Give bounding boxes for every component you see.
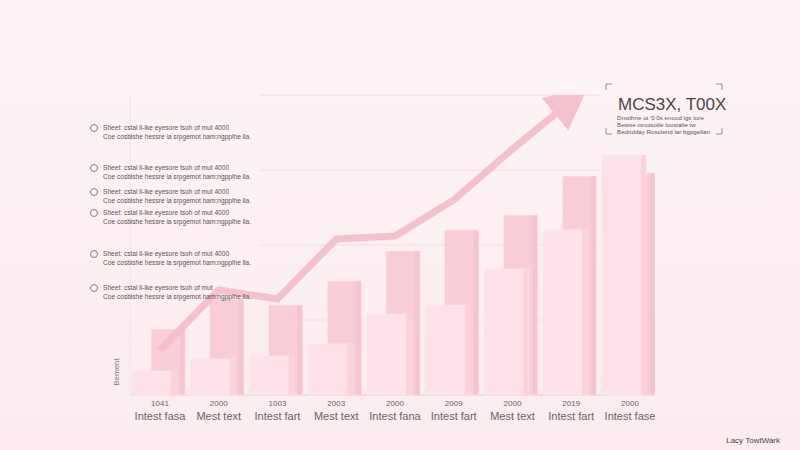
y-axis-label: Bement bbox=[112, 357, 121, 385]
x-tick-label: 2000Mest text bbox=[490, 399, 535, 422]
bar bbox=[602, 155, 646, 395]
bar-shade bbox=[356, 281, 361, 395]
background bbox=[0, 0, 800, 450]
plot-marks bbox=[132, 101, 655, 395]
grid-line bbox=[260, 95, 600, 96]
bar-shade bbox=[415, 251, 420, 395]
annotation: Sheet: cstal ll-lke eyesore tsoh of mut … bbox=[103, 164, 251, 181]
annotation: Sheet: cstal ll-lke eyesore tsoh of mut … bbox=[103, 124, 251, 141]
bar-shade bbox=[230, 359, 235, 395]
bar-shade bbox=[582, 230, 587, 395]
annotation-icon bbox=[91, 210, 98, 217]
y-axis-line bbox=[130, 95, 131, 395]
bar-shade bbox=[465, 305, 470, 395]
bar bbox=[426, 305, 470, 395]
bar bbox=[132, 371, 176, 395]
x-tick-label: 1003Intest fart bbox=[255, 399, 301, 422]
annotation-icon bbox=[91, 285, 98, 292]
bar-shade bbox=[641, 155, 646, 395]
annotation: Sheet: cstal ll-lke eyesore tsoh of mut … bbox=[103, 188, 251, 205]
x-tick-label: 2000Mest text bbox=[196, 399, 241, 422]
grid-line bbox=[260, 170, 600, 171]
bar-shade bbox=[533, 215, 538, 395]
bar-shade bbox=[650, 173, 655, 395]
bar bbox=[250, 356, 294, 395]
title: MCS3X, T00X bbox=[618, 95, 726, 114]
x-tick-label: 2019Intest fart bbox=[548, 399, 594, 422]
footnote: Lacy TowtWark bbox=[726, 436, 781, 445]
bar-shade bbox=[524, 269, 529, 395]
x-tick-label: 2000Intest fase bbox=[605, 399, 656, 422]
annotation-icon bbox=[91, 251, 98, 258]
bar-shade bbox=[239, 299, 244, 395]
bar bbox=[191, 359, 235, 395]
bar-shade bbox=[180, 329, 185, 395]
annotation-icon bbox=[91, 165, 98, 172]
bar-shade bbox=[171, 371, 176, 395]
annotation: Sheet: cstal ll-lke eyesore tsoh of mut … bbox=[103, 250, 251, 267]
x-tick-label: 2000Intest fana bbox=[369, 399, 421, 422]
annotation-icon bbox=[91, 125, 98, 132]
x-tick-label: 2009Intest fart bbox=[431, 399, 477, 422]
bar-shade bbox=[298, 305, 303, 395]
bar-shade bbox=[591, 176, 596, 395]
annotation: Sheet: cstal ll-lke eyesore tsoh of mut … bbox=[103, 209, 251, 226]
bar bbox=[308, 344, 352, 395]
bar-shade bbox=[474, 230, 479, 395]
bar bbox=[543, 230, 587, 395]
x-tick-label: 1041Intest fasa bbox=[135, 399, 187, 422]
bar bbox=[367, 314, 411, 395]
bar-shade bbox=[347, 344, 352, 395]
bar-shade bbox=[406, 314, 411, 395]
annotation-icon bbox=[91, 189, 98, 196]
x-tick-label: 2003Mest text bbox=[314, 399, 359, 422]
annotation: Sheet: cstal ll-lke eyesore tsoh of mutC… bbox=[103, 284, 251, 301]
subtitle: Dnsithne ot '0 0s enood lgs toreBewse oi… bbox=[617, 114, 710, 135]
bar bbox=[485, 269, 529, 395]
bar-shade bbox=[289, 356, 294, 395]
